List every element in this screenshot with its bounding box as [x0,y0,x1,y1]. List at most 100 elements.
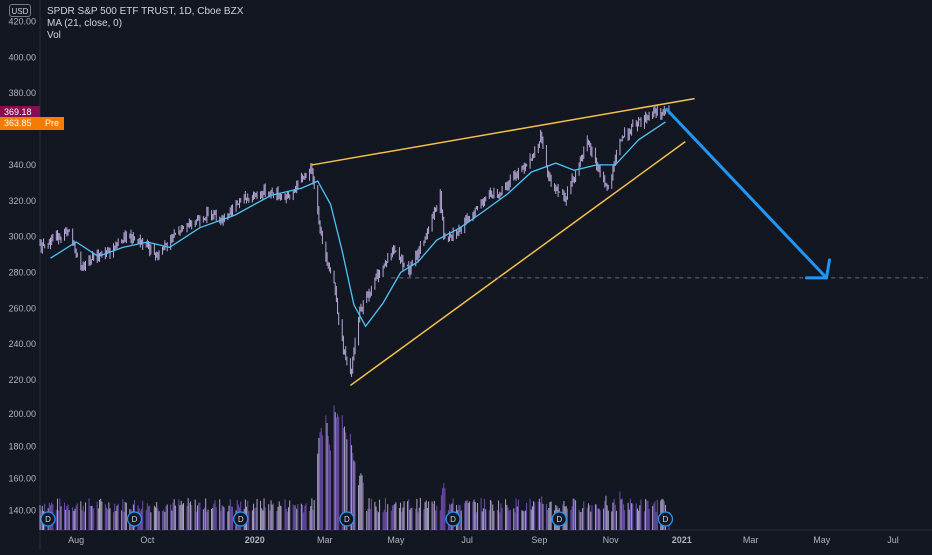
volume-bar [647,500,649,530]
dividend-marker-label: D [132,515,138,524]
volume-bar [187,498,189,530]
volume-bar [183,503,185,530]
volume-bar [116,505,118,530]
volume-bar [435,510,437,530]
volume-bar [517,499,519,530]
currency-selector[interactable]: USD [9,4,31,17]
volume-bar [499,512,501,530]
volume-bar [121,510,123,530]
volume-bar [256,498,258,530]
volume-bar [492,504,494,530]
ma-indicator-label[interactable]: MA (21, close, 0) [47,18,123,29]
volume-bar [508,510,510,530]
volume-bar [302,505,304,530]
volume-bar [575,500,577,530]
symbol-title[interactable]: SPDR S&P 500 ETF TRUST, 1D, Cboe BZX [47,6,244,17]
volume-bar [419,498,421,530]
volume-bar [654,501,656,530]
volume-bar [194,499,196,530]
volume-bar [321,435,323,530]
volume-bar [368,498,370,530]
volume-bar [311,498,313,530]
volume-bar [344,426,346,530]
volume-bar [638,510,640,530]
volume-bar [489,500,491,530]
price-axis-tick-label: 420.00 [8,17,36,27]
volume-bar [341,415,343,530]
volume-bar [382,512,384,530]
volume-bar [289,500,291,530]
volume-bar [596,504,598,530]
volume-bar [467,502,469,530]
volume-bar [72,507,74,530]
volume-bar [377,512,379,530]
volume-bar [586,507,588,530]
volume-bar [464,502,466,530]
volume-bar [394,504,396,530]
volume-bar [278,501,280,530]
price-axis-tick-label: 220.00 [8,375,36,385]
dividend-marker [445,511,461,527]
volume-bar [342,428,344,530]
dividend-marker-label: D [556,515,562,524]
volume-bar [444,488,446,530]
volume-bar [507,507,509,530]
dividend-marker [551,511,567,527]
price-axis-tick-label: 280.00 [8,268,36,278]
volume-bar [640,499,642,530]
volume-bar [326,423,328,530]
volume-bar [468,501,470,530]
volume-bar [387,504,389,530]
volume-bar [206,511,208,530]
volume-bar [93,508,95,530]
volume-bar [516,506,518,530]
volume-bar [55,509,57,530]
volume-bar [255,507,257,530]
volume-bar [305,503,307,530]
volume-bar [65,509,67,530]
volume-bar [292,504,294,530]
volume-bar [74,508,76,530]
volume-bar [247,500,249,530]
volume-bar [263,498,265,530]
volume-bar [433,500,435,530]
price-axis-tick-label: 240.00 [8,339,36,349]
volume-bar [319,432,321,530]
volume-axis-tick-label: 180.00 [8,441,36,451]
volume-bar [288,507,290,530]
volume-bar [58,510,60,530]
volume-bar [285,508,287,530]
volume-bar [270,500,272,530]
volume-bar [514,512,516,530]
volume-bar [76,503,78,530]
volume-bar [297,504,299,530]
volume-bar [501,507,503,530]
volume-bar [204,507,206,530]
volume-bar [199,502,201,530]
dividend-marker [657,511,674,527]
volume-bar [548,507,550,530]
volume-bar [401,512,403,530]
volume-bar [477,503,479,530]
volume-bar [481,511,483,530]
volume-bar [505,499,507,530]
volume-bar [101,501,103,530]
volume-bar [416,498,418,530]
volume-bar [99,499,101,530]
volume-bar [97,508,99,530]
volume-bar [310,506,312,530]
ma-series-line [50,121,666,328]
volume-bar [570,509,572,530]
volume-bar [334,412,336,530]
volume-bar [219,499,221,530]
volume-bar [156,501,158,530]
volume-bar [338,416,340,530]
volume-bar [653,503,655,530]
volume-bar [345,432,347,530]
volume-bar [106,507,108,530]
price-axis-tick-label: 320.00 [8,196,36,206]
volume-bar [631,503,633,530]
volume-indicator-label[interactable]: Vol [47,30,61,41]
